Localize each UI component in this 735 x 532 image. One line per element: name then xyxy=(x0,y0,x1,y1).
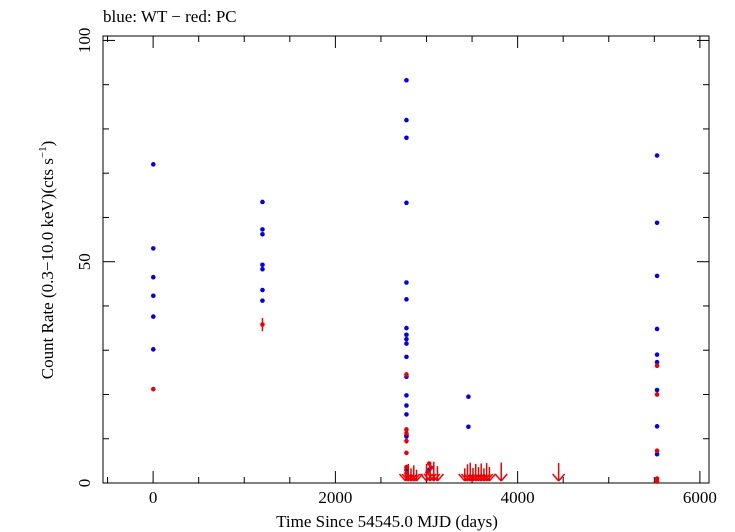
pc-upper-limit-arrow xyxy=(482,467,496,482)
wt-data-point xyxy=(654,352,660,357)
y-axis-label-main: Count Rate (0.3−10.0 keV)(cts s xyxy=(38,158,57,379)
wt-data-point xyxy=(654,153,660,158)
wt-data-point xyxy=(260,298,265,303)
wt-data-point xyxy=(404,200,409,206)
wt-data-point xyxy=(654,326,660,332)
wt-data-point xyxy=(404,336,409,342)
data-marks xyxy=(151,77,660,484)
wt-data-point xyxy=(260,287,265,293)
chart-title: blue: WT − red: PC xyxy=(103,7,237,26)
pc-data-point xyxy=(404,431,409,436)
wt-data-point xyxy=(151,246,156,251)
wt-data-point xyxy=(151,347,156,352)
wt-data-point xyxy=(151,314,156,319)
wt-data-point xyxy=(654,359,660,365)
pc-data-point xyxy=(426,461,432,466)
pc-upper-limit-arrow xyxy=(430,466,445,482)
y-tick-label: 100 xyxy=(75,28,94,54)
y-tick-label: 0 xyxy=(75,479,94,488)
x-tick-label: 2000 xyxy=(318,488,352,507)
pc-upper-limit-arrow xyxy=(552,463,566,482)
pc-data-point xyxy=(404,450,409,456)
y-axis-label: Count Rate (0.3−10.0 keV)(cts s−1) xyxy=(37,141,57,380)
wt-data-point xyxy=(654,220,660,226)
wt-data-point xyxy=(151,162,156,167)
wt-data-point xyxy=(654,451,660,457)
wt-data-point xyxy=(654,387,660,393)
wt-data-point xyxy=(404,135,409,141)
x-axis-ticks: 0 2000 4000 6000 xyxy=(107,36,717,507)
x-axis-label: Time Since 54545.0 MJD (days) xyxy=(276,512,498,531)
pc-data-point xyxy=(151,386,156,392)
wt-data-point xyxy=(404,354,409,360)
wt-data-point xyxy=(404,117,409,123)
pc-data-point xyxy=(404,438,409,444)
wt-data-point xyxy=(466,394,471,399)
pc-data-point xyxy=(654,479,660,484)
plot-frame xyxy=(102,35,710,484)
y-axis-ticks: 0 50 100 xyxy=(75,28,709,488)
pc-data-point xyxy=(654,363,660,369)
pc-data-point xyxy=(260,322,265,327)
pc-data-point xyxy=(654,392,660,397)
wt-data-point xyxy=(404,325,409,331)
wt-data-point xyxy=(404,393,409,398)
y-axis-label-exponent: −1 xyxy=(37,146,49,158)
wt-data-point xyxy=(404,332,409,338)
wt-data-point xyxy=(654,424,660,429)
wt-data-point xyxy=(260,199,265,205)
wt-data-point xyxy=(260,227,265,232)
wt-data-point xyxy=(466,424,471,430)
x-tick-label: 0 xyxy=(149,488,158,507)
pc-upper-limit-arrow xyxy=(494,462,508,482)
wt-data-point xyxy=(404,280,409,285)
y-tick-label: 50 xyxy=(75,253,94,270)
wt-data-point xyxy=(404,77,409,83)
wt-data-point xyxy=(404,412,409,417)
wt-data-point xyxy=(260,262,265,268)
wt-data-point xyxy=(151,293,156,299)
pc-data-point xyxy=(404,427,409,432)
y-axis-label-close: ) xyxy=(38,141,57,147)
wt-data-point xyxy=(260,266,265,272)
x-tick-label: 4000 xyxy=(501,488,535,507)
wt-data-point xyxy=(151,274,156,280)
wt-data-point xyxy=(404,403,409,408)
wt-data-point xyxy=(260,231,265,237)
pc-data-point xyxy=(654,448,660,453)
x-tick-label: 6000 xyxy=(683,488,717,507)
wt-data-point xyxy=(404,341,409,346)
wt-data-point xyxy=(404,297,409,302)
wt-data-point xyxy=(654,273,660,279)
pc-data-point xyxy=(404,372,409,377)
